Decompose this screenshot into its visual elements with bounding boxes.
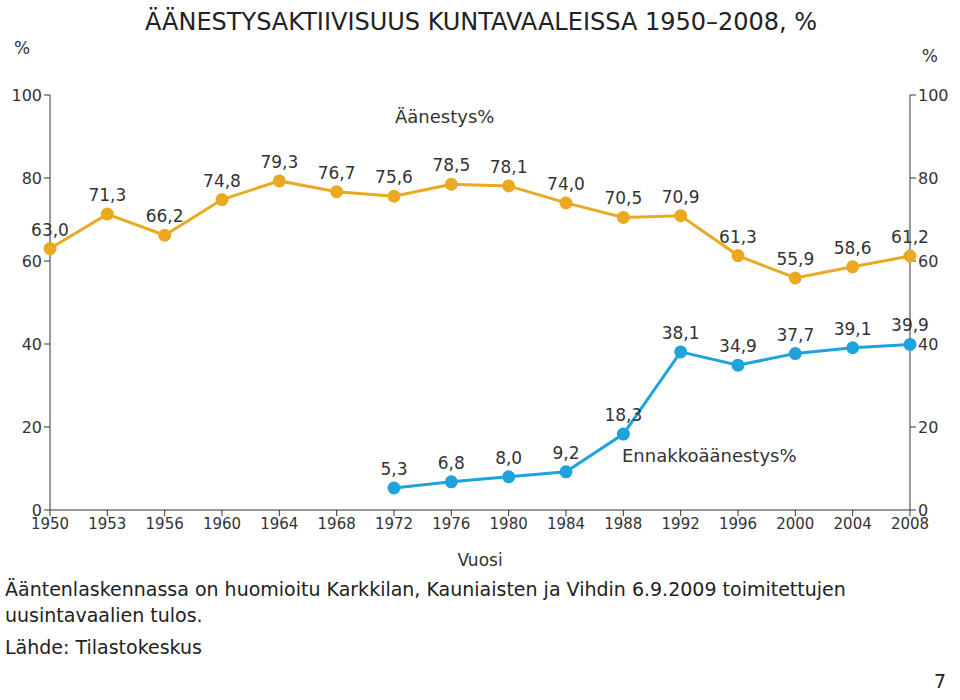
html-text:Ääntenlaskennassa on huomioitu: Ääntenlaskennassa on huomioitu Karkkilan… [5,578,846,626]
svg-text:55,9: 55,9 [776,249,814,269]
html-text:7: 7 [933,670,946,692]
svg-text:1980: 1980 [490,515,528,533]
svg-text:1988: 1988 [604,515,642,533]
svg-text:39,1: 39,1 [834,319,872,339]
svg-text:9,2: 9,2 [552,443,579,463]
svg-text:80: 80 [22,169,42,188]
svg-text:1964: 1964 [260,515,298,533]
svg-text:0: 0 [32,501,42,520]
html-text:Ennakkoäänestys%: Ennakkoäänestys% [622,445,797,466]
svg-text:2000: 2000 [776,515,814,533]
svg-text:71,3: 71,3 [88,185,126,205]
svg-text:20: 20 [918,418,938,437]
svg-text:34,9: 34,9 [719,336,757,356]
svg-text:39,9: 39,9 [891,315,929,335]
svg-text:1956: 1956 [146,515,184,533]
html-text:Äänestys%: Äänestys% [395,106,495,127]
svg-text:70,9: 70,9 [662,187,700,207]
svg-text:60: 60 [918,252,938,271]
svg-text:38,1: 38,1 [662,323,700,343]
svg-text:1972: 1972 [375,515,413,533]
svg-text:74,0: 74,0 [547,174,585,194]
svg-text:0: 0 [918,501,928,520]
svg-text:2004: 2004 [834,515,872,533]
html-text:Lähde: Tilastokeskus: Lähde: Tilastokeskus [5,636,202,658]
svg-text:66,2: 66,2 [146,206,184,226]
svg-text:58,6: 58,6 [834,238,872,258]
svg-text:6,8: 6,8 [438,453,465,473]
svg-text:37,7: 37,7 [776,325,814,345]
svg-text:1984: 1984 [547,515,585,533]
svg-text:79,3: 79,3 [260,152,298,172]
svg-text:2008: 2008 [890,514,930,533]
svg-text:1992: 1992 [662,515,700,533]
svg-text:76,7: 76,7 [318,163,356,183]
svg-text:70,5: 70,5 [604,188,642,208]
svg-text:1976: 1976 [432,515,470,533]
svg-text:60: 60 [22,252,42,271]
svg-text:18,3: 18,3 [604,405,642,425]
svg-text:75,6: 75,6 [375,167,413,187]
svg-text:78,1: 78,1 [490,157,528,177]
svg-text:78,5: 78,5 [432,155,470,175]
svg-text:1953: 1953 [88,515,126,533]
svg-text:100: 100 [918,86,949,105]
svg-text:100: 100 [11,86,42,105]
svg-text:61,2: 61,2 [891,227,929,247]
svg-text:20: 20 [22,418,42,437]
svg-text:1960: 1960 [203,515,241,533]
svg-text:40: 40 [918,335,938,354]
html-text:ÄÄNESTYSAKTIIVISUUS KUNTAVAALE: ÄÄNESTYSAKTIIVISUUS KUNTAVAALEISSA 1950–… [145,8,818,36]
svg-text:1950: 1950 [30,514,70,533]
svg-text:Vuosi: Vuosi [457,550,502,570]
svg-text:5,3: 5,3 [380,459,407,479]
svg-text:61,3: 61,3 [719,227,757,247]
svg-text:80: 80 [918,169,938,188]
svg-text:74,8: 74,8 [203,171,241,191]
svg-text:1996: 1996 [719,515,757,533]
svg-text:63,0: 63,0 [31,220,69,240]
svg-text:8,0: 8,0 [495,448,522,468]
svg-text:40: 40 [22,335,42,354]
svg-text:1968: 1968 [318,515,356,533]
